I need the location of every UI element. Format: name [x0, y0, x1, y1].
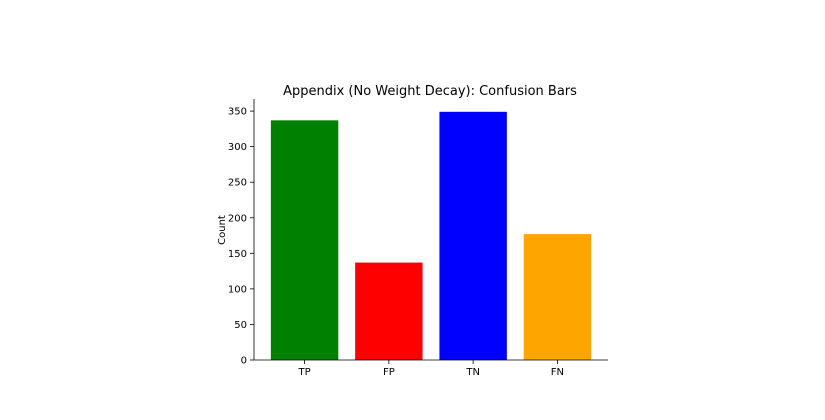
y-tick-label: 50 [234, 320, 247, 331]
bar-fp [355, 262, 423, 360]
x-tick-label: TN [465, 367, 480, 378]
y-tick-label: 200 [228, 213, 247, 224]
x-ticks-group: TP FP TN FN [298, 360, 564, 378]
y-ticks-group: 0 50 100 150 200 250 300 350 [228, 107, 254, 367]
bars-group [270, 111, 592, 360]
bar-tn [439, 111, 507, 360]
chart-title: Appendix (No Weight Decay): Confusion Ba… [283, 84, 577, 99]
x-tick-label: FP [383, 367, 395, 378]
y-tick-label: 100 [228, 284, 247, 295]
y-tick-label: 350 [228, 107, 247, 118]
y-tick-label: 0 [241, 356, 247, 367]
x-tick-label: FN [551, 367, 564, 378]
y-axis-label: Count [217, 215, 228, 245]
y-tick-label: 300 [228, 142, 247, 153]
bar-tp [270, 120, 339, 360]
y-tick-label: 150 [228, 249, 247, 260]
x-tick-label: TP [298, 367, 311, 378]
bar-fn [523, 234, 592, 360]
y-tick-label: 250 [228, 178, 247, 189]
